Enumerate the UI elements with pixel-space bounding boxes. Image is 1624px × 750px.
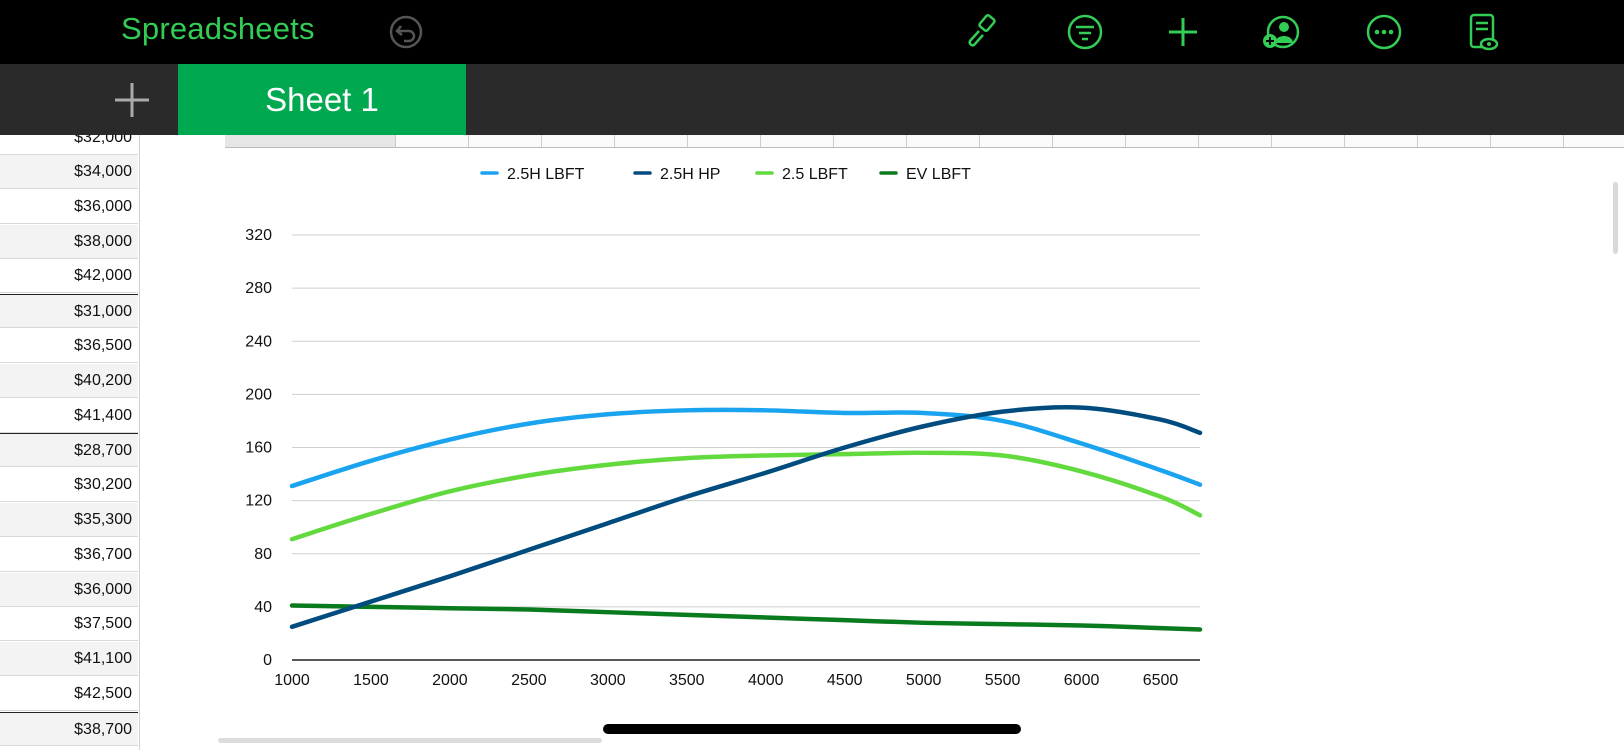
table-header-cell[interactable]: [541, 135, 615, 147]
x-tick-label: 5500: [985, 672, 1021, 689]
table-header-cell[interactable]: [614, 135, 688, 147]
table-header-cell[interactable]: [395, 135, 469, 147]
y-tick-label: 120: [245, 493, 272, 510]
table-cell[interactable]: $28,700: [0, 433, 138, 468]
table-cell[interactable]: $40,200: [0, 363, 138, 398]
sheet-tab-bar: Sheet 1: [0, 64, 1624, 135]
table-cell[interactable]: $36,700: [0, 538, 138, 572]
legend-label: 2.5 LBFT: [782, 166, 848, 183]
y-tick-label: 280: [245, 280, 272, 297]
x-tick-label: 6500: [1143, 672, 1179, 689]
horizontal-scrollbar[interactable]: [218, 738, 602, 743]
table-cell[interactable]: $42,500: [0, 677, 138, 711]
table-cell[interactable]: $38,700: [0, 711, 138, 746]
table-header-cell[interactable]: [687, 135, 761, 147]
filter-icon[interactable]: [1064, 11, 1106, 53]
table-header-cell[interactable]: [468, 135, 542, 147]
y-tick-label: 320: [245, 227, 272, 244]
table-cell[interactable]: $31,000: [0, 294, 138, 329]
table-cell[interactable]: $30,200: [0, 468, 138, 503]
table-cell[interactable]: $36,500: [0, 329, 138, 363]
home-indicator: [603, 724, 1021, 734]
price-column: $32,000 $34,000 $36,000 $38,000 $42,000 $31,…: [0, 135, 140, 750]
table-cell[interactable]: $37,500: [0, 607, 138, 642]
series-line-ev-lbft: [289, 603, 1203, 632]
plus-icon[interactable]: [1162, 11, 1204, 53]
line-chart[interactable]: 0 40 80 120 160 200 240 280 320 1000 1500 2000 2500 3…: [225, 150, 1245, 710]
table-header-cell[interactable]: [1052, 135, 1126, 147]
table-header-cell[interactable]: [1271, 135, 1345, 147]
more-icon[interactable]: [1363, 11, 1405, 53]
x-tick-label: 2000: [432, 672, 468, 689]
table-header-cell[interactable]: [979, 135, 1053, 147]
table-header-cell[interactable]: [906, 135, 980, 147]
toolbar: Spreadsheets: [0, 0, 1624, 64]
table-cell[interactable]: $38,000: [0, 224, 138, 259]
legend-label: 2.5H LBFT: [507, 166, 585, 183]
table-header-cell[interactable]: [225, 135, 396, 147]
table-cell[interactable]: $41,400: [0, 399, 138, 433]
y-tick-label: 0: [263, 652, 272, 669]
x-tick-label: 4500: [827, 672, 863, 689]
chart-canvas: 0 40 80 120 160 200 240 280 320 1000 1500 2000 2500 3…: [245, 166, 1203, 689]
series-line-2-5-lbft: [289, 450, 1203, 542]
x-tick-label: 3500: [669, 672, 705, 689]
add-sheet-button[interactable]: [110, 78, 154, 122]
table-header-cell[interactable]: [1563, 135, 1624, 147]
table-header-cell[interactable]: [1125, 135, 1199, 147]
table-cell[interactable]: $35,300: [0, 503, 138, 537]
x-tick-label: 2500: [511, 672, 547, 689]
table-header-strip: [225, 135, 1624, 148]
table-cell[interactable]: $36,000: [0, 572, 138, 607]
y-tick-label: 160: [245, 440, 272, 457]
x-tick-label: 6000: [1064, 672, 1100, 689]
x-tick-label: 3000: [590, 672, 626, 689]
table-header-cell[interactable]: [1344, 135, 1418, 147]
table-cell[interactable]: $32,000: [0, 135, 138, 155]
y-tick-label: 40: [254, 599, 272, 616]
x-tick-label: 1000: [274, 672, 310, 689]
table-cell[interactable]: $41,100: [0, 642, 138, 677]
collaborate-icon[interactable]: [1259, 11, 1301, 53]
table-cell[interactable]: $34,000: [0, 155, 138, 189]
undo-icon[interactable]: [385, 11, 427, 53]
legend-label: 2.5H HP: [660, 166, 720, 183]
table-header-cell[interactable]: [760, 135, 834, 147]
x-tick-label: 4000: [748, 672, 784, 689]
x-tick-label: 5000: [906, 672, 942, 689]
app-title[interactable]: Spreadsheets: [121, 11, 315, 46]
vertical-scrollbar[interactable]: [1613, 182, 1618, 254]
series-line-2-5h-hp: [289, 405, 1203, 630]
table-cell[interactable]: $36,000: [0, 190, 138, 224]
table-header-cell[interactable]: [833, 135, 907, 147]
y-tick-label: 240: [245, 333, 272, 350]
tab-sheet-1[interactable]: Sheet 1: [178, 64, 466, 135]
legend-label: EV LBFT: [906, 166, 971, 183]
table-header-cell[interactable]: [1490, 135, 1564, 147]
paintbrush-icon[interactable]: [960, 11, 1002, 53]
plus-icon: [115, 83, 149, 117]
x-tick-label: 1500: [353, 672, 389, 689]
reading-view-icon[interactable]: [1462, 11, 1504, 53]
table-header-cell[interactable]: [1198, 135, 1272, 147]
series-line-2-5h-lbft: [289, 407, 1203, 489]
y-tick-label: 80: [254, 546, 272, 563]
table-header-cell[interactable]: [1417, 135, 1491, 147]
y-tick-label: 200: [245, 386, 272, 403]
table-cell[interactable]: $42,000: [0, 259, 138, 294]
